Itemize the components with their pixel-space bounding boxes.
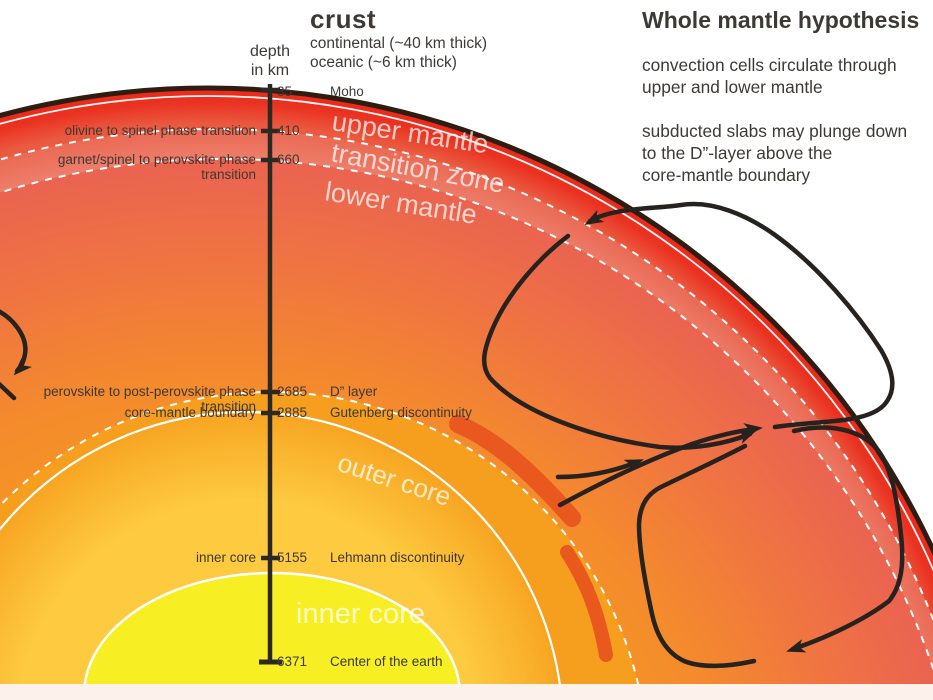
flow-arrowheads	[13, 209, 807, 653]
bottom-strip	[0, 684, 933, 700]
moho-line	[0, 95, 933, 572]
subducted-slab-upper	[449, 415, 581, 527]
convection-cell-2-right-bottom	[790, 425, 905, 652]
hypothesis-title: Whole mantle hypothesis	[642, 7, 920, 33]
convection-cell-2-left-top	[636, 443, 757, 669]
convection-cells	[0, 201, 905, 669]
upwelling-arrow-short	[555, 459, 640, 480]
convection-cell-1-right-top	[587, 201, 895, 430]
hypothesis-panel: Whole mantle hypothesis convection cells…	[642, 6, 933, 208]
label-inner-core: inner core	[296, 598, 425, 630]
depth-scale	[259, 84, 282, 665]
depth-axis-label: depth in km	[249, 43, 291, 79]
convection-cell-left-stub	[0, 381, 17, 401]
crust-oceanic: oceanic (~6 km thick)	[310, 54, 457, 71]
crust-title: crust	[310, 4, 377, 34]
upwelling-arrow-long	[557, 426, 758, 508]
crust-heading: crust continental (~40 km thick) oceanic…	[310, 4, 487, 72]
hypothesis-paragraph-2: subducted slabs may plunge down to the D…	[642, 121, 908, 185]
subducted-slab-lower	[560, 545, 613, 662]
hypothesis-paragraph-1: convection cells circulate through upper…	[642, 55, 897, 97]
crust-continental: continental (~40 km thick)	[310, 35, 488, 52]
